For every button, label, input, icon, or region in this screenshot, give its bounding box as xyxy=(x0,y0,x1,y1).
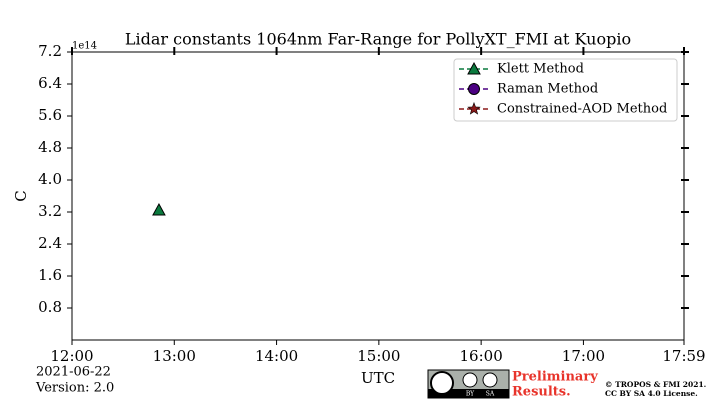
x-tick-label: 13:00 xyxy=(153,347,196,365)
legend-marker xyxy=(468,83,480,95)
legend-box xyxy=(453,58,678,122)
y-tick-label: 6.4 xyxy=(38,74,62,92)
x-tick-label: 17:00 xyxy=(562,347,605,365)
copyright: CC BY SA 4.0 License. xyxy=(605,389,698,398)
x-tick-label: 14:00 xyxy=(255,347,298,365)
cc-icon xyxy=(430,371,454,395)
data-point xyxy=(152,202,166,216)
legend-label: Constrained-AOD Method xyxy=(497,102,667,117)
y-tick-label: 1.6 xyxy=(38,266,62,284)
badge-strip xyxy=(428,389,509,398)
sa-icon xyxy=(482,372,498,388)
chart-title: Lidar constants 1064nm Far-Range for Pol… xyxy=(125,30,631,49)
x-axis-label: UTC xyxy=(361,369,395,387)
legend: Klett Method Raman Method Constrained-AOD … xyxy=(453,58,678,122)
y-tick-label: 4.8 xyxy=(38,138,62,156)
legend-marker xyxy=(467,101,481,115)
status: Results. xyxy=(512,385,571,400)
badge-sa: SA xyxy=(486,391,495,398)
date: 2021-06-22 xyxy=(36,365,111,380)
status: Preliminary xyxy=(512,370,598,385)
x-tick-label: 16:00 xyxy=(460,347,503,365)
y-tick-label: 3.2 xyxy=(38,202,62,220)
y-tick-label: 7.2 xyxy=(38,42,62,60)
legend-label: Raman Method xyxy=(497,82,598,97)
x-tick-label: 17:59 xyxy=(662,347,705,365)
badge-by: BY xyxy=(466,391,475,398)
y-axis-label: C xyxy=(12,190,30,201)
copyright: © TROPOS & FMI 2021. xyxy=(605,380,706,389)
x-tick-label: 12:00 xyxy=(50,347,93,365)
y-tick-label: 5.6 xyxy=(38,106,62,124)
license-badge: BY SA xyxy=(427,369,510,399)
y-tick-label: 0.8 xyxy=(38,298,62,316)
y-tick-label: 2.4 xyxy=(38,234,62,252)
y-offset-text: 1e14 xyxy=(72,41,97,52)
x-tick-label: 15:00 xyxy=(357,347,400,365)
version: Version: 2.0 xyxy=(35,381,114,396)
y-tick-label: 4.0 xyxy=(38,170,62,188)
by-icon xyxy=(462,372,478,388)
legend-label: Klett Method xyxy=(497,62,584,77)
legend-marker xyxy=(467,61,481,75)
